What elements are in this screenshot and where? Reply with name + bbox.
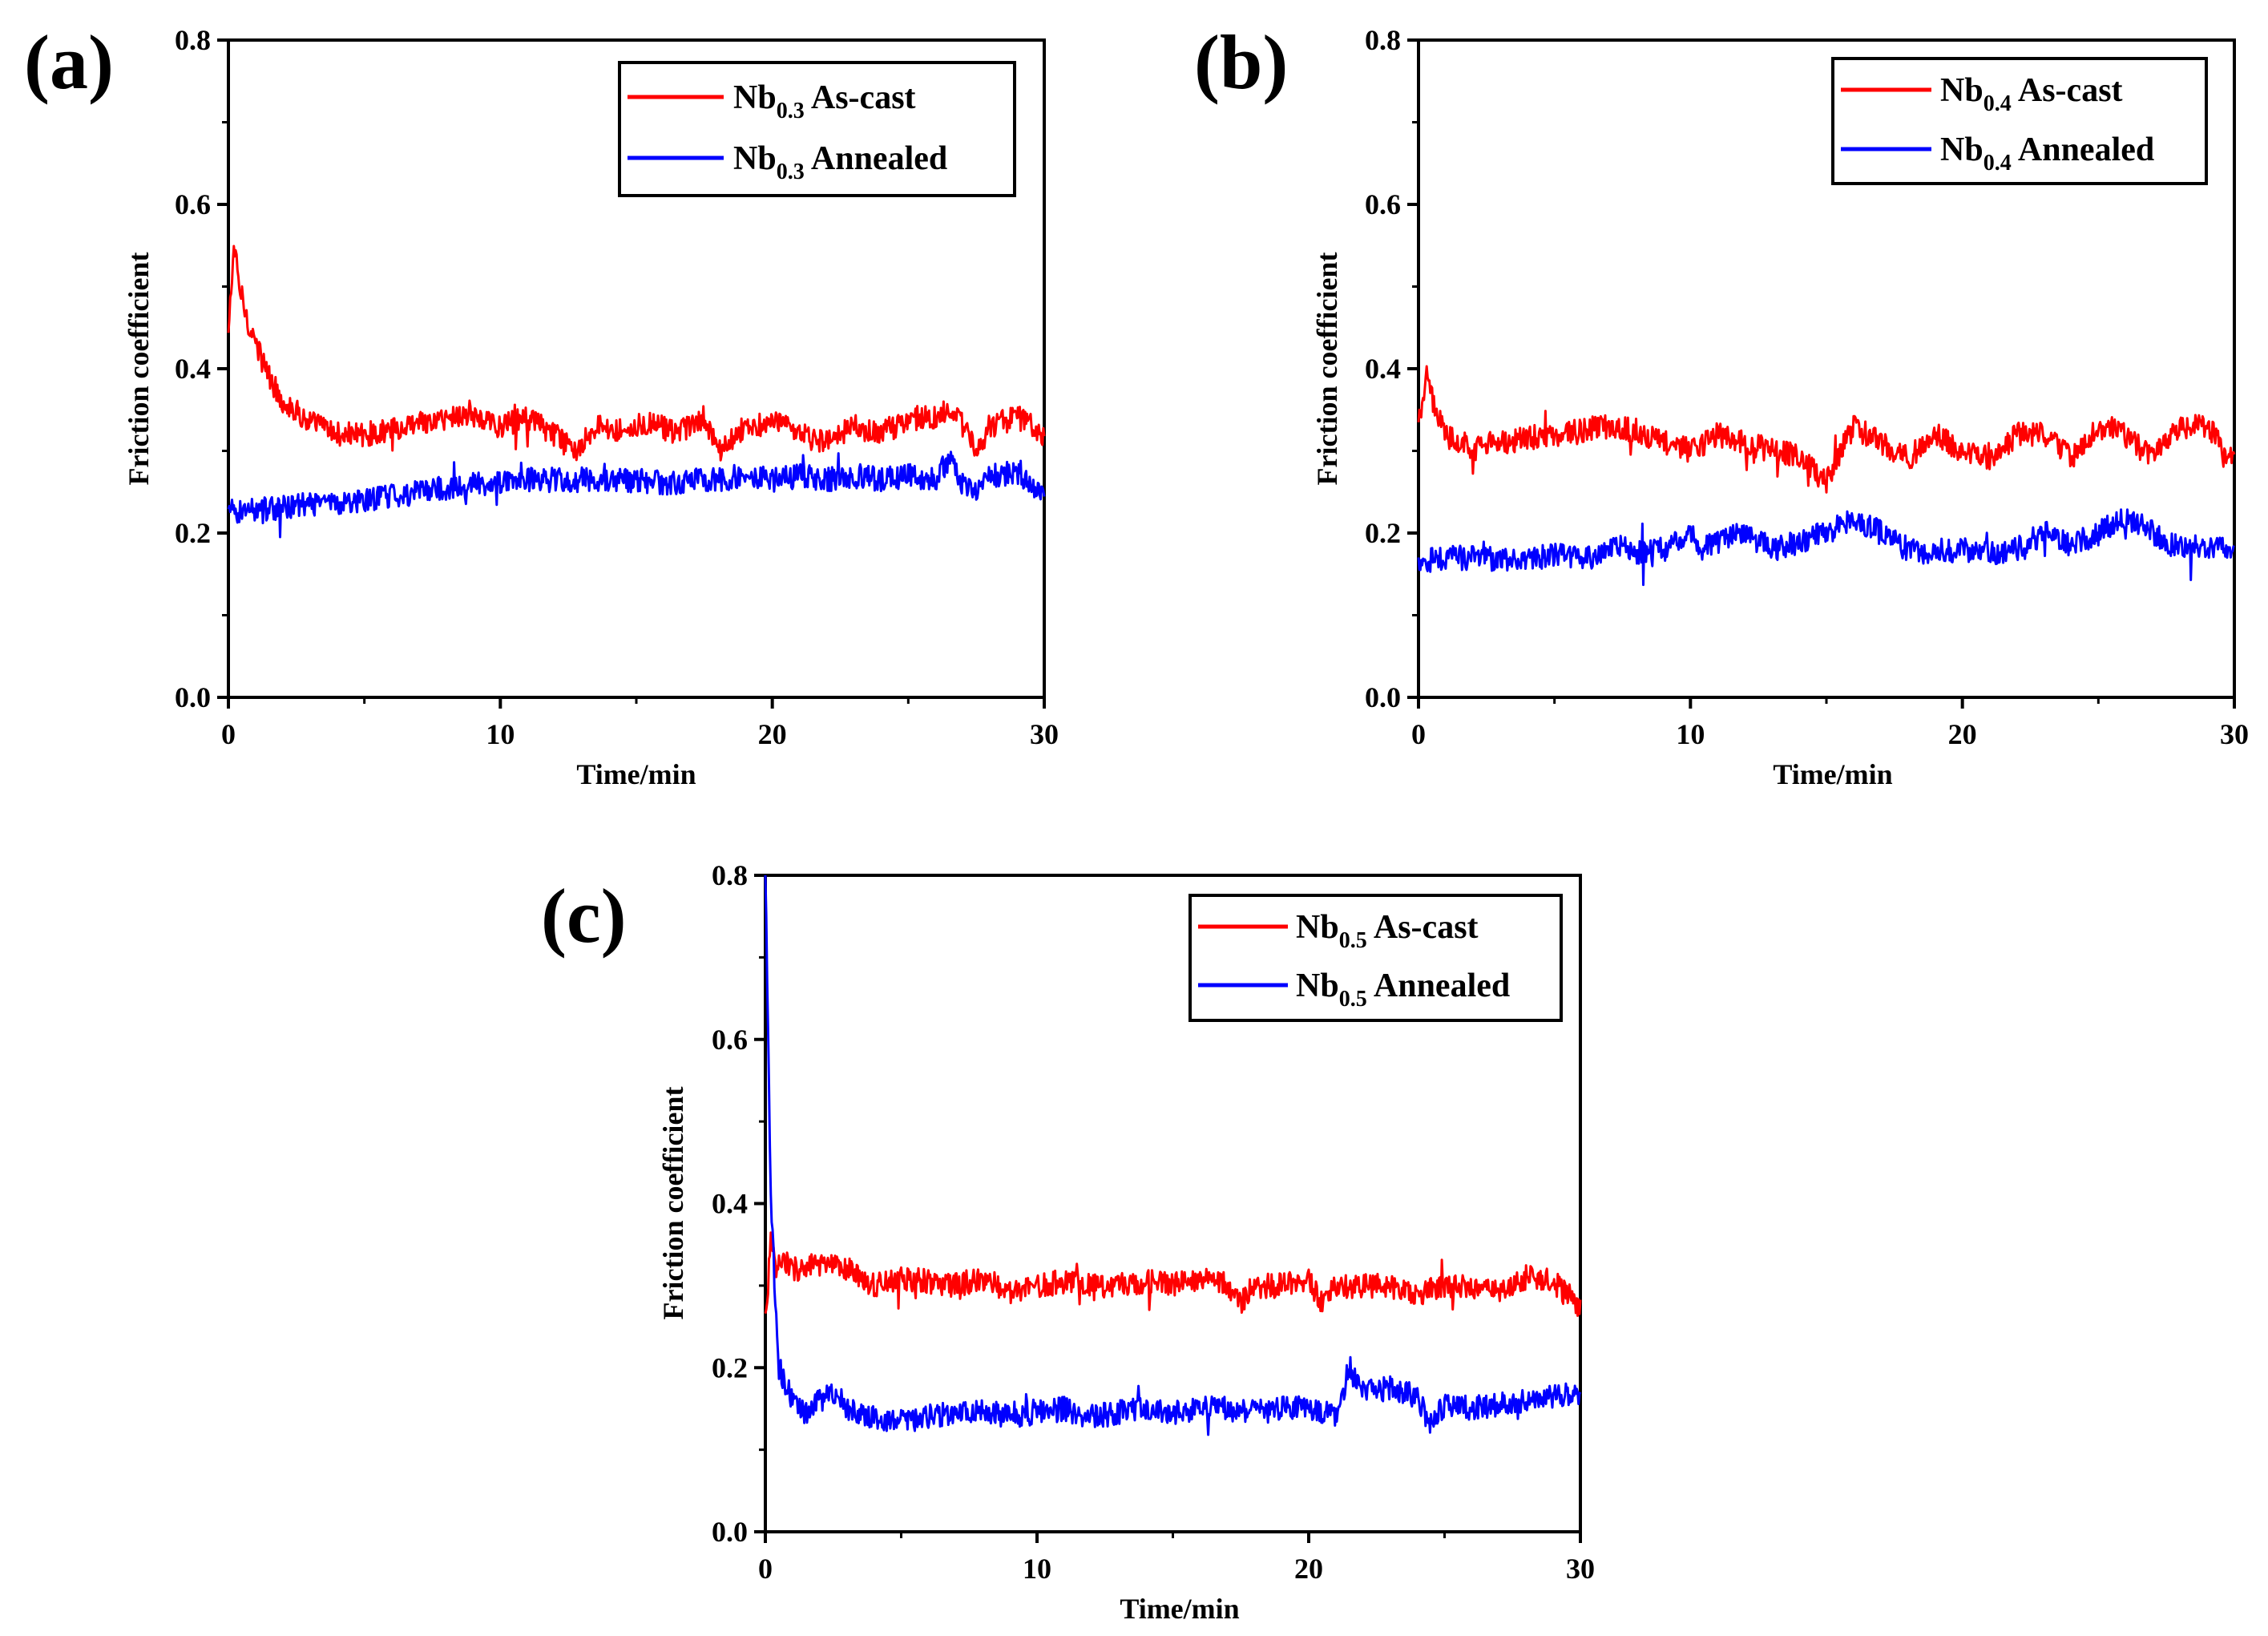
x-tick-label-c-2: 20 [1294,1553,1323,1585]
legend-label-as-cast-c: Nb0.5 As-cast [1296,909,1479,953]
y-tick-label-b-0: 0.0 [1365,681,1401,713]
panel-c: (c) 0.0 0.2 0.4 0.6 0.8 0 10 20 30 Friction coe… [541,859,1595,1625]
y-tick-label-c-4: 0.8 [712,859,748,891]
y-tick-label-c-2: 0.4 [712,1188,748,1220]
x-tick-label-c-1: 10 [1023,1553,1051,1585]
y-tick-label-a-2: 0.4 [175,353,211,385]
y-tick-label-b-3: 0.6 [1365,188,1401,220]
y-axis-a: 0.0 0.2 0.4 0.6 0.8 [175,24,228,713]
x-tick-label-b-0: 0 [1411,718,1426,750]
y-tick-label-a-4: 0.8 [175,24,211,56]
y-axis-label-a: Friction coefficient [123,252,155,486]
x-axis-a: 0 10 20 30 [221,697,1059,750]
y-axis-label-c: Friction coefficient [657,1087,689,1320]
legend-label-annealed-c: Nb0.5 Annealed [1296,967,1510,1012]
y-axis-c: 0.0 0.2 0.4 0.6 0.8 [712,859,765,1548]
legend-box-a [618,61,1016,197]
series-line-a-annealed [227,450,1046,539]
series-layer-b [1417,365,2236,587]
x-tick-label-c-0: 0 [758,1553,773,1585]
x-tick-label-b-2: 20 [1948,718,1977,750]
y-tick-label-a-3: 0.6 [175,188,211,220]
x-tick-label-c-3: 30 [1566,1553,1595,1585]
legend-label-as-cast-b: Nb0.4 As-cast [1940,72,2123,116]
legend-label-annealed-b: Nb0.4 Annealed [1940,131,2154,176]
legend-label-as-cast-a: Nb0.3 As-cast [733,79,916,123]
legend-box-b [1831,57,2208,185]
y-tick-label-c-0: 0.0 [712,1516,748,1548]
y-tick-label-a-0: 0.0 [175,681,211,713]
x-tick-label-b-3: 30 [2220,718,2249,750]
panel-a: (a) 0.0 0.2 0.4 0.6 0.8 0 10 20 30 Friction coe… [24,19,1059,790]
x-axis-label-c: Time/min [1120,1593,1239,1625]
y-tick-label-b-4: 0.8 [1365,24,1401,56]
y-tick-label-b-1: 0.2 [1365,517,1401,549]
x-tick-label-a-3: 30 [1030,718,1059,750]
y-tick-label-c-1: 0.2 [712,1351,748,1384]
panel-b: (b) 0.0 0.2 0.4 0.6 0.8 0 10 20 30 Friction coe… [1194,19,2249,790]
series-line-c-as-cast [764,1231,1582,1317]
series-line-c-annealed [764,875,1582,1436]
panel-label-c: (c) [541,873,627,959]
y-tick-label-c-3: 0.6 [712,1024,748,1056]
legend-a: Nb0.3 As-cast Nb0.3 Annealed [618,61,1016,197]
legend-box-c [1188,894,1563,1022]
x-axis-b: 0 10 20 30 [1411,697,2249,750]
y-axis-b: 0.0 0.2 0.4 0.6 0.8 [1365,24,1419,713]
y-tick-label-b-2: 0.4 [1365,353,1401,385]
series-line-a-as-cast [227,244,1046,462]
panel-label-b: (b) [1194,19,1288,105]
x-axis-label-a: Time/min [576,758,696,790]
panel-label-a: (a) [24,19,114,105]
legend-label-annealed-a: Nb0.3 Annealed [733,140,947,184]
legend-c: Nb0.5 As-cast Nb0.5 Annealed [1188,894,1563,1022]
x-tick-label-a-1: 10 [486,718,515,750]
x-tick-label-b-1: 10 [1676,718,1705,750]
legend-b: Nb0.4 As-cast Nb0.4 Annealed [1831,57,2208,185]
x-tick-label-a-2: 20 [758,718,787,750]
series-line-b-annealed [1417,508,2235,587]
series-layer-c [764,875,1582,1436]
x-axis-label-b: Time/min [1773,758,1892,790]
y-axis-label-b: Friction coefficient [1311,252,1343,486]
y-tick-label-a-1: 0.2 [175,517,211,549]
series-layer-a [227,244,1046,539]
x-axis-c: 0 10 20 30 [758,1532,1595,1585]
x-tick-label-a-0: 0 [221,718,236,750]
series-line-b-as-cast [1417,365,2236,494]
